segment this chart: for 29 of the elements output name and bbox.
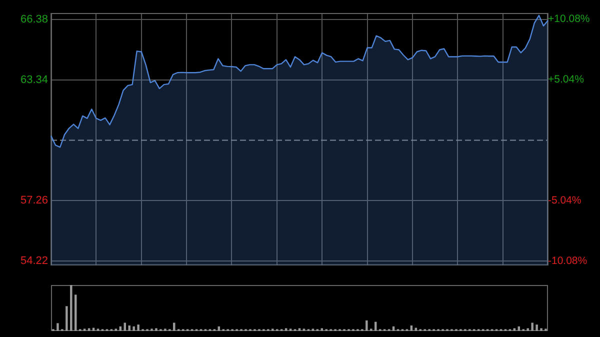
bar [513, 328, 516, 331]
bar [536, 324, 538, 331]
bar [526, 328, 529, 331]
bar [56, 323, 59, 331]
y2-tick-label: -10.08% [548, 254, 588, 267]
y2-tick-label: +10.08% [548, 13, 590, 26]
y-tick-label: 63.34 [20, 74, 48, 86]
y-tick-label: 66.38 [20, 13, 48, 26]
y-tick-label: 54.22 [20, 255, 48, 268]
bar [173, 322, 176, 331]
bar [128, 325, 130, 331]
bar [124, 322, 126, 331]
bar [284, 328, 288, 331]
bar [298, 328, 301, 331]
y2-tick-label: +5.04% [548, 74, 584, 86]
bar [155, 328, 158, 331]
bar [366, 320, 368, 331]
bar [531, 322, 534, 331]
bar [320, 328, 324, 331]
bar [74, 294, 77, 331]
bar [132, 326, 135, 331]
bar [70, 285, 72, 331]
bar [66, 306, 68, 331]
bar [137, 324, 140, 331]
bar [410, 325, 413, 331]
bar [88, 328, 90, 331]
y2-tick-label: -5.04% [548, 194, 582, 206]
y-tick-label: 57.26 [20, 194, 48, 207]
bar [540, 328, 542, 331]
